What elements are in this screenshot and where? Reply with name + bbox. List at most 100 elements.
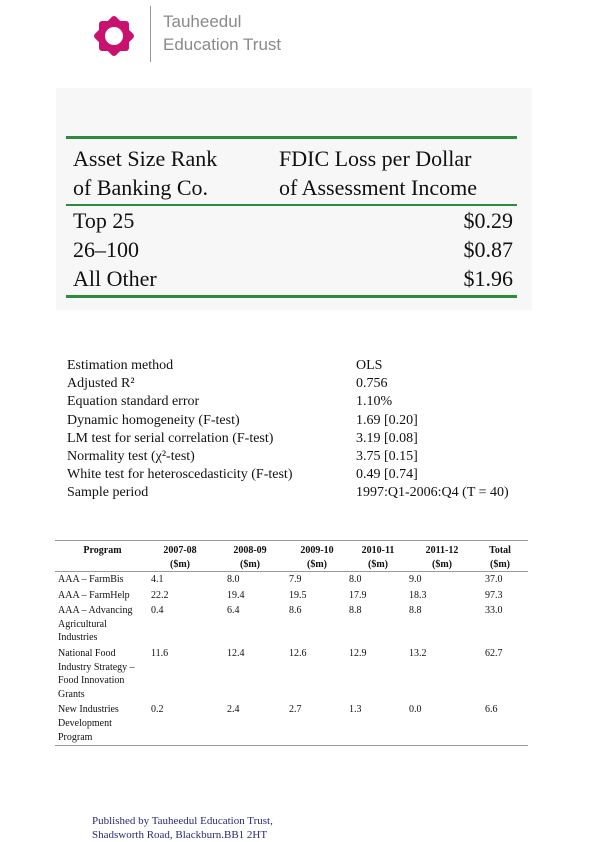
program-value-cell: 17.9	[349, 589, 367, 601]
program-name-cell: AAA – Advancing Agricultural Industries	[58, 605, 133, 644]
estimation-value: OLS	[356, 358, 383, 373]
estimation-value: 1997:Q1-2006:Q4 (T = 40)	[356, 485, 509, 501]
program-table-row: AAA – Advancing Agricultural Industries 0…	[55, 603, 528, 646]
program-value-cell: 37.0	[485, 574, 503, 585]
program-value-cell: 8.0	[349, 574, 362, 585]
estimation-label: Dynamic homogeneity (F-test)	[67, 412, 240, 428]
estimation-row: Dynamic homogeneity (F-test) 1.69 [0.20]	[67, 412, 547, 430]
program-value-cell: 2.4	[227, 704, 240, 716]
program-col-header: Program	[55, 544, 150, 558]
program-col-header: 2009-10 ($m)	[287, 544, 347, 571]
fdic-loss-cell: $0.29	[463, 208, 514, 233]
program-value-cell: 13.2	[409, 647, 427, 659]
program-value-cell: 8.6	[289, 605, 302, 617]
program-value-cell: 0.4	[151, 605, 164, 617]
program-value-cell: 62.7	[485, 647, 503, 659]
program-name-cell: National Food Industry Strategy – Food I…	[58, 647, 135, 700]
col-header-line2: ($m)	[240, 558, 260, 570]
program-value-cell: 97.3	[485, 589, 503, 601]
table-rule-mid	[55, 571, 528, 572]
estimation-row: Normality test (χ²-test) 3.75 [0.15]	[67, 448, 547, 466]
estimation-value: 3.19 [0.08]	[356, 430, 418, 446]
estimation-label: Sample period	[67, 485, 149, 501]
program-value-cell: 19.4	[227, 589, 245, 601]
estimation-label: Adjusted R²	[67, 376, 135, 392]
program-value-cell: 1.3	[349, 704, 362, 716]
logo-divider	[150, 6, 151, 62]
program-value-cell: 4.1	[151, 574, 164, 585]
col-header-line1: 2008-09	[233, 545, 267, 556]
program-col-header: 2010-11 ($m)	[348, 544, 408, 571]
estimation-label: Normality test (χ²-test)	[67, 449, 195, 465]
footer: Published by Tauheedul Education Trust, …	[92, 815, 273, 842]
program-value-cell: 22.2	[151, 589, 169, 601]
fdic-table: Asset Size Rank of Banking Co. FDIC Loss…	[66, 136, 517, 298]
fdic-table-body: Top 25 $0.29 26–100 $0.87 All Other $1.96	[66, 206, 517, 293]
fdic-table-panel: Asset Size Rank of Banking Co. FDIC Loss…	[56, 88, 532, 310]
col-header-line1: 2007-08	[163, 545, 197, 556]
estimation-row: LM test for serial correlation (F-test) 3…	[67, 430, 547, 448]
org-name-line2: Education Trust	[163, 35, 282, 54]
program-name-cell: AAA – FarmHelp	[58, 589, 130, 601]
asset-size-cell: 26–100	[73, 237, 139, 262]
estimation-label: LM test for serial correlation (F-test)	[67, 430, 274, 446]
program-value-cell: 18.3	[409, 589, 427, 601]
fdic-loss-cell: $0.87	[463, 237, 514, 262]
col-header-line2: ($m)	[490, 558, 510, 570]
col-header-line2: ($m)	[170, 558, 190, 570]
estimation-label: White test for heteroscedasticity (F-tes…	[67, 467, 293, 483]
footer-line1: Published by Tauheedul Education Trust,	[92, 815, 273, 827]
program-value-cell: 12.6	[289, 647, 307, 659]
estimation-value: 1.69 [0.20]	[356, 412, 418, 428]
col-header-line1: 2009-10	[300, 545, 334, 556]
fdic-loss-cell: $1.96	[463, 266, 514, 291]
program-table-body: AAA – FarmBis 4.1 8.0 7.9 8.0 9.0 37.0 AAA – Fa…	[55, 572, 528, 745]
table-rule-top	[55, 540, 528, 541]
program-table-row: AAA – FarmBis 4.1 8.0 7.9 8.0 9.0 37.0	[55, 572, 528, 588]
col-header-line1: 2011-12	[425, 545, 459, 556]
program-value-cell: 8.8	[349, 605, 362, 617]
org-name: Tauheedul Education Trust	[163, 10, 281, 56]
estimation-value: 0.49 [0.74]	[356, 467, 418, 483]
program-value-cell: 12.9	[349, 647, 367, 659]
estimation-value: 0.756	[356, 376, 388, 392]
program-table-row: New Industries Development Program 0.2 2.4…	[55, 702, 528, 745]
program-value-cell: 11.6	[151, 647, 169, 659]
program-table-row: National Food Industry Strategy – Food I…	[55, 646, 528, 702]
col-header-line2: ($m)	[368, 558, 388, 570]
program-value-cell: 6.4	[227, 605, 240, 617]
program-value-cell: 8.8	[409, 605, 422, 617]
col-header-asset-size: Asset Size Rank of Banking Co.	[73, 146, 218, 200]
fdic-table-row: Top 25 $0.29	[66, 206, 517, 235]
col-header-line2: ($m)	[432, 558, 452, 570]
program-value-cell: 6.6	[485, 704, 498, 716]
col-header-line2: ($m)	[307, 558, 327, 570]
estimation-row: Adjusted R² 0.756	[67, 375, 547, 393]
estimation-row: Estimation method OLS	[67, 357, 547, 375]
estimation-row: White test for heteroscedasticity (F-tes…	[67, 466, 547, 484]
header: Tauheedul Education Trust	[86, 6, 286, 66]
program-col-header: Total ($m)	[475, 544, 525, 571]
program-table-header: Program 2007-08 ($m) 2008-09 ($m) 2009-10 ($m)…	[55, 541, 528, 571]
estimation-label: Estimation method	[67, 358, 174, 373]
table-rule-bottom	[66, 295, 517, 298]
estimation-value: 1.10%	[356, 394, 393, 410]
table-rule-mid	[66, 204, 517, 206]
asset-size-cell: All Other	[73, 266, 157, 291]
program-value-cell: 9.0	[409, 574, 422, 585]
program-value-cell: 0.2	[151, 704, 164, 716]
estimation-value: 3.75 [0.15]	[356, 449, 418, 465]
fdic-table-row: 26–100 $0.87	[66, 235, 517, 264]
estimation-row: Equation standard error 1.10%	[67, 393, 547, 411]
estimation-table: Estimation method OLS Adjusted R² 0.756 Equa…	[67, 357, 547, 503]
tauheedul-logo-icon	[94, 16, 134, 56]
table-rule-bottom	[55, 745, 528, 747]
col-header-line1: Total	[489, 545, 511, 556]
program-value-cell: 33.0	[485, 605, 503, 617]
fdic-table-header: Asset Size Rank of Banking Co. FDIC Loss…	[66, 139, 517, 202]
footer-line2: Shadsworth Road, Blackburn.BB1 2HT	[92, 828, 268, 841]
program-value-cell: 8.0	[227, 574, 240, 585]
program-col-header: 2008-09 ($m)	[220, 544, 280, 571]
program-table-row: AAA – FarmHelp 22.2 19.4 19.5 17.9 18.3 97.3	[55, 588, 528, 604]
col-header-line1: Program	[83, 545, 122, 556]
